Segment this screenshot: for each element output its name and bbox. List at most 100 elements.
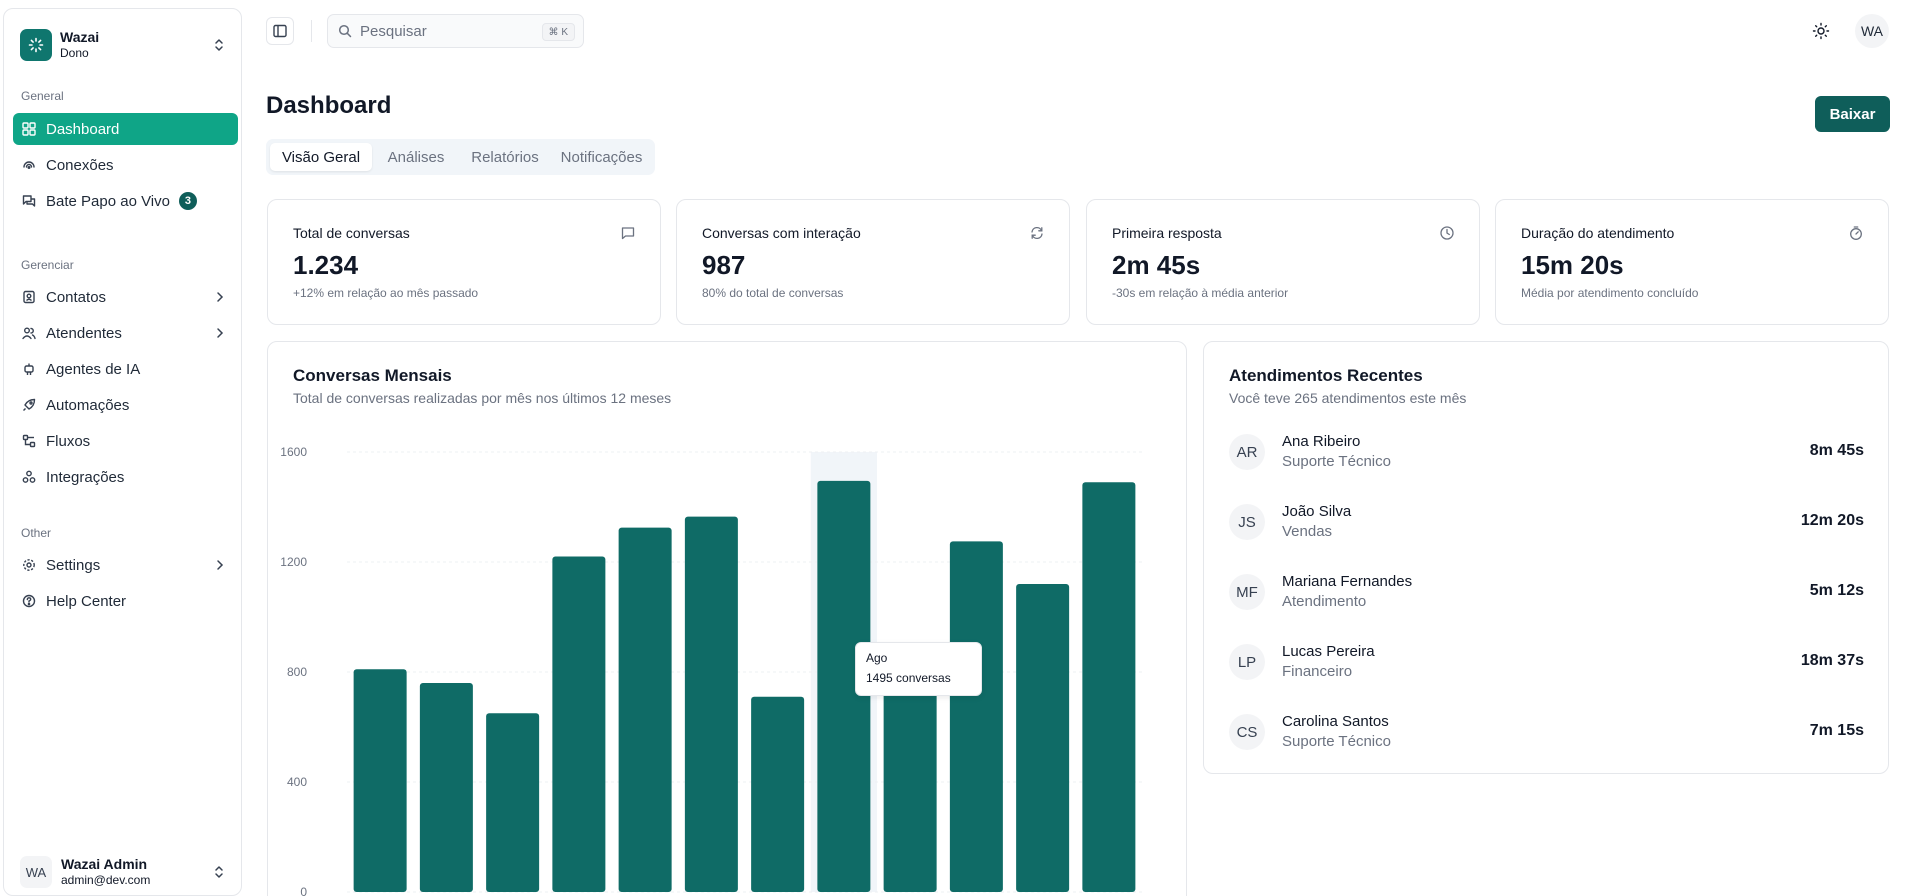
sidebar-item-conexoes[interactable]: Conexões xyxy=(13,149,238,181)
clock-icon xyxy=(1440,226,1454,240)
user-name: Wazai Admin xyxy=(61,856,148,872)
users-icon xyxy=(22,326,36,340)
divider xyxy=(311,20,312,42)
sidebar-item-bate-papo[interactable]: Bate Papo ao Vivo 3 xyxy=(13,185,238,217)
sidebar-item-fluxos[interactable]: Fluxos xyxy=(13,425,238,457)
sidebar-item-settings[interactable]: Settings xyxy=(13,549,238,581)
avatar: CS xyxy=(1229,714,1265,750)
y-tick-label: 400 xyxy=(287,775,307,789)
sidebar-item-label: Conexões xyxy=(46,156,114,174)
sidebar-item-contatos[interactable]: Contatos xyxy=(13,281,238,313)
team-switcher[interactable]: Wazai Dono xyxy=(20,25,230,65)
flow-icon xyxy=(22,434,36,448)
timer-icon xyxy=(1850,226,1862,240)
sidebar-item-automacoes[interactable]: Automações xyxy=(13,389,238,421)
list-item[interactable]: LP Lucas Pereira Financeiro 18m 37s xyxy=(1229,640,1864,684)
sidebar-item-dashboard[interactable]: Dashboard xyxy=(13,113,238,145)
stat-card-primeira-resposta: Primeira resposta 2m 45s -30s em relação… xyxy=(1086,199,1480,325)
stat-value: 2m 45s xyxy=(1112,250,1201,280)
attendant-department: Atendimento xyxy=(1282,593,1367,610)
list-item[interactable]: AR Ana Ribeiro Suporte Técnico 8m 45s xyxy=(1229,430,1864,474)
y-tick-label: 800 xyxy=(287,665,307,679)
avatar: LP xyxy=(1229,644,1265,680)
attendant-department: Suporte Técnico xyxy=(1282,733,1391,750)
bar-chart: 0 400 800 1200 1600 xyxy=(280,445,1142,896)
bar-mai[interactable] xyxy=(618,527,672,892)
group-label-other: Other xyxy=(21,526,52,540)
sidebar-item-label: Contatos xyxy=(46,288,107,306)
download-button[interactable]: Baixar xyxy=(1815,96,1890,132)
sidebar-item-help-center[interactable]: Help Center xyxy=(13,585,238,617)
stat-title: Duração do atendimento xyxy=(1521,225,1675,241)
bar-mar[interactable] xyxy=(486,713,540,892)
rocket-icon xyxy=(22,398,36,412)
chart-tooltip: Ago 1495 conversas xyxy=(855,642,982,696)
attendant-department: Vendas xyxy=(1282,523,1333,540)
sidebar-item-atendentes[interactable]: Atendentes xyxy=(13,317,238,349)
list-item[interactable]: MF Mariana Fernandes Atendimento 5m 12s xyxy=(1229,570,1864,614)
bar-jan[interactable] xyxy=(353,669,407,892)
stat-subtitle: +12% em relação ao mês passado xyxy=(293,286,479,300)
sidebar-item-label: Atendentes xyxy=(46,324,122,342)
bar-ago[interactable] xyxy=(817,480,871,892)
user-menu[interactable]: WA Wazai Admin admin@dev.com xyxy=(20,854,230,890)
stat-title: Primeira resposta xyxy=(1112,225,1222,241)
chevron-right-icon xyxy=(217,328,224,338)
tab-notificacoes[interactable]: Notificações xyxy=(560,148,643,166)
attendance-duration: 8m 45s xyxy=(1809,442,1864,459)
sun-icon[interactable] xyxy=(1812,22,1830,40)
attendant-department: Financeiro xyxy=(1282,663,1353,680)
bar-jun[interactable] xyxy=(684,516,738,892)
bar-dez[interactable] xyxy=(1082,482,1136,892)
stat-subtitle: Média por atendimento concluído xyxy=(1521,286,1699,300)
sidebar-item-agentes-ia[interactable]: Agentes de IA xyxy=(13,353,238,385)
attendant-department: Suporte Técnico xyxy=(1282,453,1391,470)
attendance-duration: 18m 37s xyxy=(1800,652,1864,669)
search-icon xyxy=(338,24,352,38)
tooltip-month: Ago xyxy=(866,651,888,665)
chart-title: Conversas Mensais xyxy=(293,366,452,385)
bar-set[interactable] xyxy=(883,683,937,892)
grid-icon xyxy=(22,122,36,136)
help-icon xyxy=(22,594,36,608)
recent-title: Atendimentos Recentes xyxy=(1229,366,1423,385)
sidebar: Wazai Dono General Dashboard Conexões Ba… xyxy=(3,8,242,896)
avatar: AR xyxy=(1229,434,1265,470)
list-item[interactable]: CS Carolina Santos Suporte Técnico 7m 15s xyxy=(1229,710,1864,754)
profile-avatar-button[interactable]: WA xyxy=(1855,14,1889,48)
bar-jul[interactable] xyxy=(751,696,805,892)
bar-nov[interactable] xyxy=(1016,584,1070,892)
sidebar-item-integracoes[interactable]: Integrações xyxy=(13,461,238,493)
stat-value: 987 xyxy=(702,250,746,280)
tab-visao-geral[interactable]: Visão Geral xyxy=(270,143,372,171)
y-tick-label: 0 xyxy=(300,885,307,896)
stat-value: 1.234 xyxy=(293,250,359,280)
attendant-name: Lucas Pereira xyxy=(1282,643,1375,660)
bot-icon xyxy=(22,362,36,376)
attendant-name: João Silva xyxy=(1282,503,1352,520)
brand-role: Dono xyxy=(60,46,89,60)
group-label-general: General xyxy=(21,89,64,103)
recent-attendances-card: Atendimentos Recentes Você teve 265 aten… xyxy=(1203,341,1889,774)
list-item[interactable]: JS João Silva Vendas 12m 20s xyxy=(1229,500,1864,544)
attendance-duration: 12m 20s xyxy=(1800,512,1864,529)
tab-list: Visão Geral Análises Relatórios Notifica… xyxy=(266,139,655,175)
search-input[interactable]: Pesquisar ⌘ K xyxy=(327,14,584,48)
tab-analises[interactable]: Análises xyxy=(387,148,445,166)
search-placeholder: Pesquisar xyxy=(360,22,427,40)
bar-abr[interactable] xyxy=(552,556,606,893)
bar-out[interactable] xyxy=(949,541,1003,892)
y-tick-label: 1600 xyxy=(280,445,307,459)
tab-relatorios[interactable]: Relatórios xyxy=(471,148,539,166)
sidebar-item-label: Bate Papo ao Vivo xyxy=(46,192,170,210)
unread-badge: 3 xyxy=(178,192,197,210)
chat-icon xyxy=(22,194,36,208)
attendant-name: Mariana Fernandes xyxy=(1282,573,1413,590)
y-tick-label: 1200 xyxy=(280,555,307,569)
sidebar-toggle-button[interactable] xyxy=(266,17,294,45)
chevron-up-down-icon xyxy=(215,866,223,878)
bar-fev[interactable] xyxy=(419,683,473,892)
chart-subtitle: Total de conversas realizadas por mês no… xyxy=(293,390,672,406)
brand-name: Wazai xyxy=(60,29,100,45)
attendance-duration: 7m 15s xyxy=(1809,722,1864,739)
